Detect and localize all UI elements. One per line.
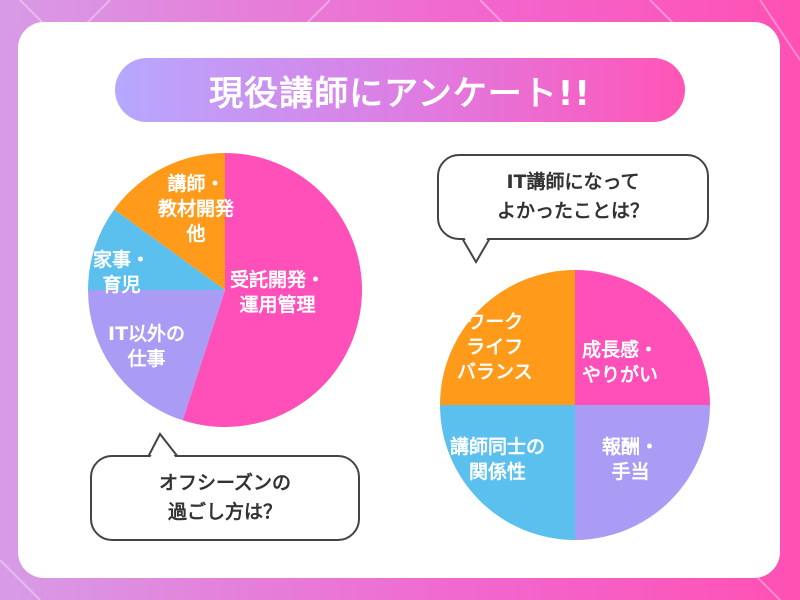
- pie-slice: [88, 290, 225, 421]
- slice-label-growth: 成長感・ やりがい: [582, 339, 659, 386]
- page-title: 現役講師にアンケート!!: [115, 58, 685, 122]
- pie-slice: [440, 405, 575, 540]
- pie-slice: [575, 405, 710, 540]
- question-bubble-benefits: IT講師になって よかったことは？: [437, 154, 709, 240]
- slice-label-housework: 家事・ 育児: [93, 249, 151, 296]
- pie-slice: [182, 153, 362, 427]
- slice-label-work-life: ワーク ライフ バランス: [457, 311, 533, 383]
- slice-label-non-it-work: IT以外の 仕事: [108, 323, 186, 370]
- pie-slice: [88, 209, 225, 290]
- slice-label-reward: 報酬・ 手当: [602, 436, 660, 483]
- slice-label-teacher-dev: 講師・ 教材開発 他: [158, 173, 235, 245]
- question-bubble-offseason: オフシーズンの 過ごし方は？: [90, 455, 360, 541]
- pie-slice: [114, 153, 225, 290]
- pie-slice: [575, 270, 710, 405]
- pie-slice: [440, 270, 575, 405]
- slice-label-relationship: 講師同士の 関係性: [450, 436, 546, 483]
- slice-label-contract-dev: 受託開発・ 運用管理: [230, 269, 326, 316]
